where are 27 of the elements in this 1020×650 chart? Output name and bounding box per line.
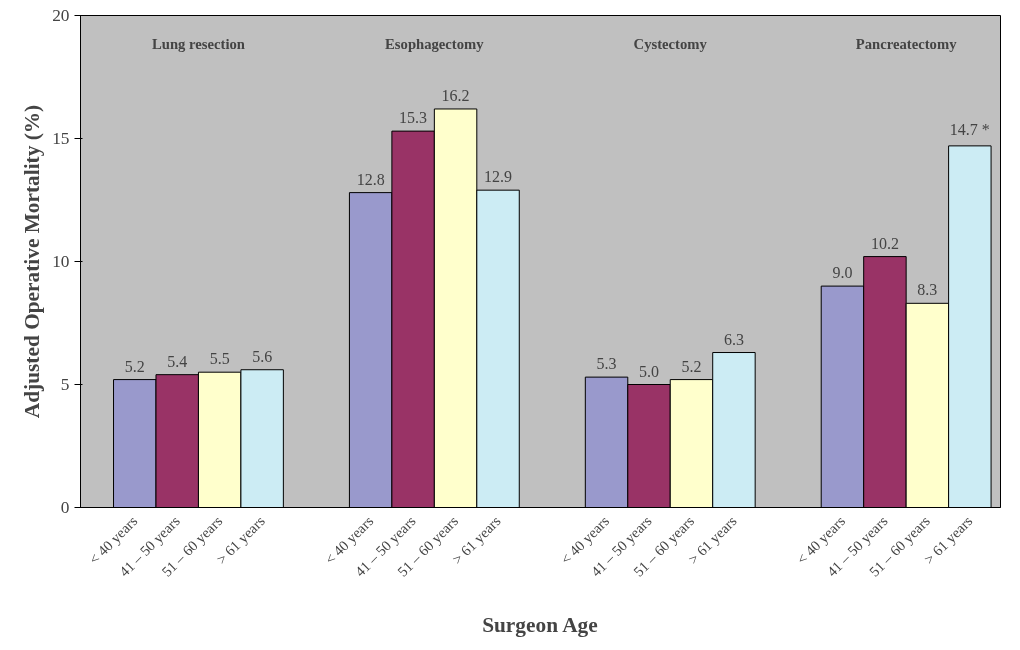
data-label: 16.2	[441, 86, 470, 104]
x-tick-label: Lung resection	[151, 35, 245, 52]
data-label: 6.3	[723, 330, 744, 348]
x-axis-title: Surgeon Age	[482, 613, 598, 638]
y-tick-label: 15	[52, 129, 70, 148]
data-label: 12.9	[484, 168, 513, 186]
data-label: 12.8	[356, 170, 385, 188]
data-label: 5.6	[252, 347, 273, 365]
y-axis-title: Adjusted Operative Mortality (%)	[20, 104, 45, 419]
data-label: 15.3	[399, 109, 428, 127]
data-label: 5.5	[209, 350, 230, 368]
data-label: 14.7 *	[949, 120, 990, 138]
y-tick-label: 5	[60, 375, 70, 394]
x-tick-label: Pancreatectomy	[855, 35, 958, 52]
data-label: 5.4	[167, 352, 188, 370]
data-label: 9.0	[832, 264, 853, 282]
y-tick-label: 10	[52, 252, 70, 271]
data-label: 5.2	[681, 357, 702, 375]
data-label: 5.0	[639, 362, 660, 380]
y-tick-label: 0	[60, 498, 70, 517]
y-tick-label: 20	[52, 6, 70, 25]
data-label: 5.2	[124, 357, 145, 375]
x-tick-label: Cystectomy	[633, 35, 708, 52]
data-label: 5.3	[596, 355, 617, 373]
x-tick-label: Esophagectomy	[385, 35, 485, 52]
data-label: 8.3	[917, 281, 938, 299]
data-label: 10.2	[870, 234, 899, 252]
